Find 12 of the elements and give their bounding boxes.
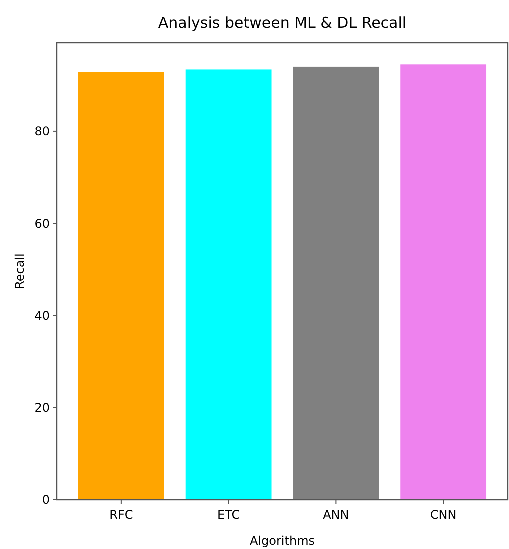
- y-tick-label: 80: [34, 124, 50, 139]
- y-tick-label: 40: [34, 308, 50, 323]
- x-tick-label: ETC: [218, 508, 240, 522]
- x-axis-title: Algorithms: [250, 534, 316, 548]
- y-axis-title: Recall: [13, 254, 27, 290]
- y-tick-label: 20: [34, 401, 50, 416]
- x-tick-label: RFC: [110, 508, 134, 522]
- y-tick-label: 60: [34, 216, 50, 231]
- x-tick-label: CNN: [430, 508, 457, 522]
- chart-title: Analysis between ML & DL Recall: [158, 14, 407, 32]
- x-tick-label: ANN: [323, 508, 350, 522]
- y-tick-label: 0: [42, 493, 50, 508]
